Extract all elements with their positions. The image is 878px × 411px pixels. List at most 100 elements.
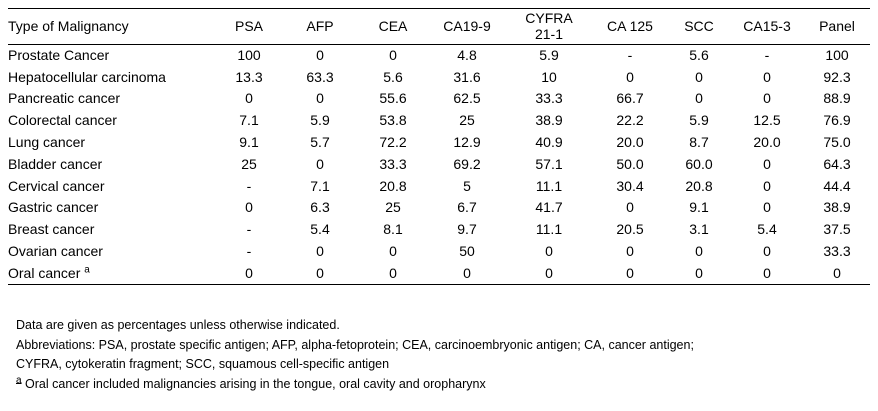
cell-cyfra-21-1: 5.9 [539,47,559,64]
cell-afp: 6.3 [310,199,330,216]
abbreviations-line-2: CYFRA, cytokeratin fragment; SCC, squamo… [16,357,390,371]
cell-scc: 0 [695,68,703,85]
cell-cyfra-21-1: 57.1 [535,155,563,172]
cell-cyfra-21-1: 33.3 [535,90,563,107]
header-panel: Panel [804,8,870,45]
table-row: Hepatocellular carcinoma 13.3 63.3 5.6 31.6 1… [8,66,870,88]
cell-psa: 13.3 [235,68,263,85]
cell-cea: 53.8 [379,112,407,129]
cell-afp: 0 [316,155,324,172]
cell-panel: 37.5 [823,221,851,238]
cell-psa: 7.1 [239,112,259,129]
cell-cea: 33.3 [379,155,407,172]
cell-ca-125: 20.0 [616,134,644,151]
malignancy-label: Oral cancer [8,264,81,281]
table-row: Prostate Cancer 100 0 0 4.8 5.9 - 5.6 - 100 [8,45,870,67]
cell-ca15-3: 20.0 [753,134,781,151]
abbreviations-line-1: Abbreviations: PSA, prostate specific an… [16,337,694,352]
malignancy-label: Colorectal cancer [8,112,117,129]
header-cyfra-label: CYFRA 21-1 [525,10,573,42]
cell-ca-125: 0 [626,243,634,260]
cell-ca-125: 0 [626,199,634,216]
cell-panel: 0 [804,262,870,285]
cell-scc: 9.1 [689,199,709,216]
cell-panel: 92.3 [823,68,851,85]
malignancy-label: Ovarian cancer [8,243,103,260]
malignancy-label: Hepatocellular carcinoma [8,68,166,85]
cell-scc: 3.1 [689,221,709,238]
cell-panel: 38.9 [823,199,851,216]
cell-cyfra-21-1: 10 [541,68,557,85]
cell-afp: 0 [316,90,324,107]
cell-scc: 8.7 [689,134,709,151]
table-row: Ovarian cancer - 0 0 50 0 0 0 0 33.3 [8,241,870,263]
malignancy-label: Prostate Cancer [8,47,110,64]
row-malignancy-name: Prostate Cancer [8,45,216,67]
cell-psa: 0 [245,199,253,216]
cell-ca15-3: 0 [763,68,771,85]
malignancy-marker-table: Type of Malignancy PSA AFP CEA CA19-9 CY… [8,8,870,285]
cell-afp: 5.7 [310,134,330,151]
cell-psa: 100 [237,47,261,64]
table-header-row: Type of Malignancy PSA AFP CEA CA19-9 CY… [8,8,870,45]
malignancy-label: Gastric cancer [8,199,99,216]
cell-scc: 5.6 [689,47,709,64]
table-row: Colorectal cancer 7.1 5.9 53.8 25 38.9 22.2 5.9… [8,110,870,132]
cell-scc: 20.8 [685,177,713,194]
footnote-text: Oral cancer included malignancies arisin… [21,376,486,391]
header-scc: SCC [668,8,730,45]
row-malignancy-name: Colorectal cancer [8,110,216,132]
cell-ca-125: 20.5 [616,221,644,238]
malignancy-label: Lung cancer [8,134,86,151]
cell-ca-125: - [627,47,633,64]
cell-ca15-3: 0 [763,155,771,172]
cell-ca15-3: - [764,47,770,64]
cell-cea: 20.8 [379,177,407,194]
table-row: Lung cancer 9.1 5.7 72.2 12.9 40.9 20.0 8.7 20.0… [8,132,870,154]
cell-ca19-9: 0 [428,262,506,285]
cell-ca19-9: 69.2 [453,155,481,172]
cell-afp: 0 [316,47,324,64]
footnote: a Oral cancer included malignancies aris… [16,375,866,395]
cell-ca19-9: 12.9 [453,134,481,151]
cell-cea: 72.2 [379,134,407,151]
cell-cea: 0 [389,47,397,64]
cell-ca15-3: 12.5 [753,112,781,129]
table-row: Bladder cancer 25 0 33.3 69.2 57.1 50.0 60.0 0 64… [8,153,870,175]
malignancy-label: Pancreatic cancer [8,90,121,107]
cell-cea: 25 [385,199,401,216]
cell-panel: 44.4 [823,177,851,194]
cell-ca15-3: 0 [763,177,771,194]
cell-cyfra-21-1: 38.9 [535,112,563,129]
cell-ca19-9: 4.8 [457,47,477,64]
cell-psa: - [246,221,252,238]
row-malignancy-name: Lung cancer [8,132,216,154]
row-malignancy-name: Bladder cancer [8,153,216,175]
cell-cyfra-21-1: 0 [506,262,592,285]
cell-ca-125: 22.2 [616,112,644,129]
cell-cea: 55.6 [379,90,407,107]
header-cyfra-21-1: CYFRA 21-1 [506,8,592,45]
cell-psa: 0 [216,262,282,285]
cell-cyfra-21-1: 41.7 [535,199,563,216]
cell-ca19-9: 6.7 [457,199,477,216]
cell-cyfra-21-1: 11.1 [535,177,563,194]
data-note: Data are given as percentages unless oth… [16,318,340,332]
cell-cyfra-21-1: 0 [545,243,553,260]
cell-afp: 5.4 [310,221,330,238]
cell-ca15-3: 0 [763,90,771,107]
table-notes: Data are given as percentages unless oth… [16,316,866,394]
cell-ca19-9: 5 [463,177,471,194]
row-malignancy-name: Ovarian cancer [8,241,216,263]
footnote-reference-mark: a [84,263,90,275]
cell-ca19-9: 31.6 [453,68,481,85]
header-ca-125: CA 125 [592,8,668,45]
cell-ca19-9: 62.5 [453,90,481,107]
cell-ca-125: 66.7 [616,90,644,107]
cell-panel: 75.0 [823,134,851,151]
cell-psa: 9.1 [239,134,259,151]
cell-ca-125: 30.4 [616,177,644,194]
row-malignancy-name: Oral cancer a [8,262,216,285]
cell-ca15-3: 0 [763,199,771,216]
